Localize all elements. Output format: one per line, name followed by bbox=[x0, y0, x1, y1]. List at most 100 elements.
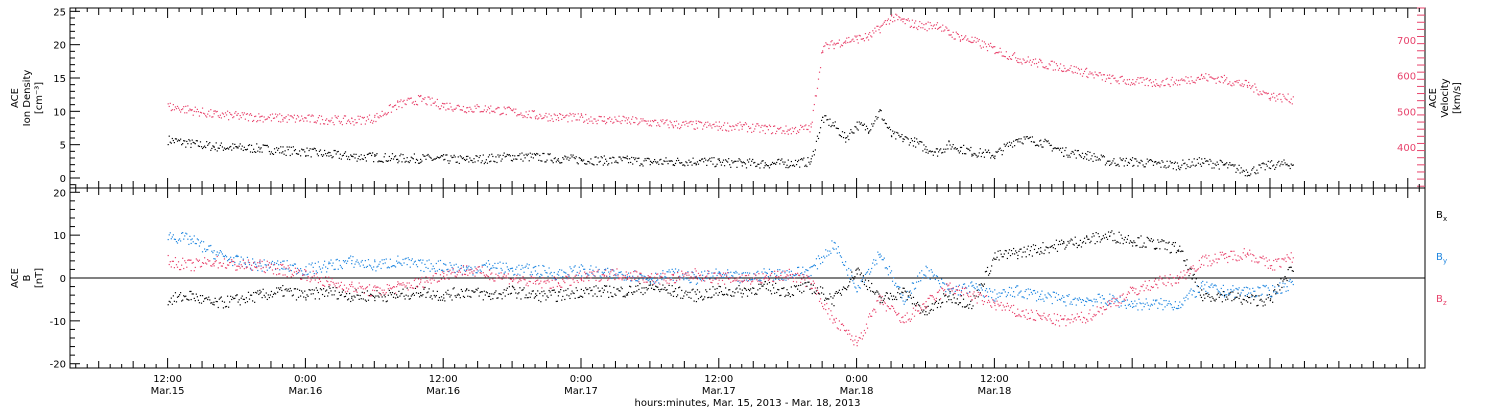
velocity-point bbox=[649, 120, 652, 122]
bx-point bbox=[523, 287, 525, 289]
bx-point bbox=[1058, 240, 1061, 242]
density-point bbox=[503, 152, 505, 154]
velocity-point bbox=[1051, 60, 1053, 62]
by-point bbox=[537, 272, 539, 275]
velocity-point bbox=[359, 115, 361, 118]
bx-point bbox=[753, 287, 755, 289]
velocity-point bbox=[881, 24, 883, 27]
bx-point bbox=[524, 297, 526, 299]
velocity-point bbox=[1190, 76, 1192, 78]
density-point bbox=[430, 157, 432, 159]
density-point bbox=[1199, 163, 1202, 165]
bx-point bbox=[1046, 246, 1048, 249]
bx-point bbox=[169, 301, 171, 303]
density-point bbox=[470, 159, 472, 161]
bx-point bbox=[321, 293, 324, 296]
density-point bbox=[659, 159, 661, 161]
by-point bbox=[1016, 285, 1018, 287]
bx-point bbox=[490, 298, 492, 301]
bx-point bbox=[1010, 249, 1013, 252]
by-point bbox=[1043, 300, 1045, 302]
velocity-point bbox=[720, 126, 723, 128]
velocity-point bbox=[321, 119, 324, 121]
bx-point bbox=[252, 300, 254, 302]
velocity-point bbox=[855, 36, 857, 38]
velocity-point bbox=[1142, 76, 1144, 79]
velocity-point bbox=[305, 117, 307, 119]
density-point bbox=[919, 140, 921, 143]
velocity-point bbox=[675, 120, 678, 122]
bx-point bbox=[608, 296, 610, 298]
by-point bbox=[289, 264, 291, 266]
velocity-point bbox=[587, 122, 589, 124]
velocity-point bbox=[808, 125, 810, 127]
density-point bbox=[292, 146, 294, 148]
velocity-point bbox=[293, 114, 296, 116]
bx-point bbox=[937, 302, 940, 304]
density-point bbox=[320, 154, 323, 156]
density-point bbox=[741, 165, 743, 167]
by-point bbox=[958, 284, 960, 286]
bx-point bbox=[473, 291, 475, 294]
by-point bbox=[487, 260, 490, 262]
legend-sub-x: x bbox=[1443, 215, 1447, 223]
density-point bbox=[669, 160, 671, 162]
by-point bbox=[1147, 304, 1149, 306]
bx-point bbox=[1235, 296, 1237, 298]
by-point bbox=[992, 291, 994, 293]
y-label-field-line1: ACE bbox=[10, 268, 21, 288]
bx-point bbox=[942, 301, 944, 304]
by-point bbox=[995, 298, 997, 300]
bx-point bbox=[324, 295, 326, 297]
density-point bbox=[1141, 160, 1143, 162]
density-point bbox=[1079, 155, 1082, 157]
by-point bbox=[264, 264, 266, 266]
bx-point bbox=[459, 297, 461, 299]
density-point bbox=[603, 155, 605, 157]
velocity-point bbox=[895, 13, 897, 15]
velocity-point bbox=[649, 124, 651, 126]
by-point bbox=[295, 273, 298, 275]
density-point bbox=[902, 138, 904, 140]
bx-point bbox=[228, 306, 230, 308]
density-point bbox=[1244, 175, 1246, 177]
bx-point bbox=[1172, 242, 1174, 244]
velocity-point bbox=[930, 24, 932, 27]
by-point bbox=[913, 288, 916, 290]
velocity-point bbox=[1272, 96, 1274, 98]
velocity-point bbox=[784, 132, 786, 135]
velocity-point bbox=[703, 125, 705, 127]
bx-point bbox=[385, 301, 387, 303]
velocity-point bbox=[1143, 79, 1145, 81]
density-point bbox=[397, 158, 399, 160]
by-point bbox=[945, 291, 947, 293]
bx-point bbox=[822, 287, 824, 289]
velocity-point bbox=[774, 125, 776, 127]
velocity-point bbox=[443, 103, 445, 105]
density-point bbox=[762, 160, 764, 162]
velocity-point bbox=[1023, 59, 1025, 61]
by-point bbox=[449, 262, 451, 264]
velocity-point bbox=[714, 125, 716, 128]
bx-point bbox=[442, 294, 445, 296]
bx-point bbox=[777, 288, 779, 291]
density-point bbox=[670, 160, 672, 162]
velocity-point bbox=[1041, 61, 1043, 64]
density-point bbox=[441, 155, 444, 157]
by-point bbox=[541, 274, 543, 276]
density-point bbox=[1015, 139, 1017, 141]
bx-point bbox=[216, 300, 218, 303]
by-point bbox=[509, 268, 512, 270]
velocity-point bbox=[652, 120, 655, 123]
velocity-point bbox=[194, 106, 196, 108]
density-point bbox=[854, 125, 856, 128]
density-point bbox=[678, 159, 680, 162]
by-point bbox=[462, 266, 465, 268]
by-point bbox=[182, 232, 184, 234]
bx-point bbox=[580, 288, 582, 290]
density-point bbox=[508, 154, 510, 156]
bx-point bbox=[423, 288, 425, 290]
velocity-point bbox=[976, 37, 978, 40]
velocity-point bbox=[713, 123, 715, 125]
by-point bbox=[379, 261, 381, 263]
